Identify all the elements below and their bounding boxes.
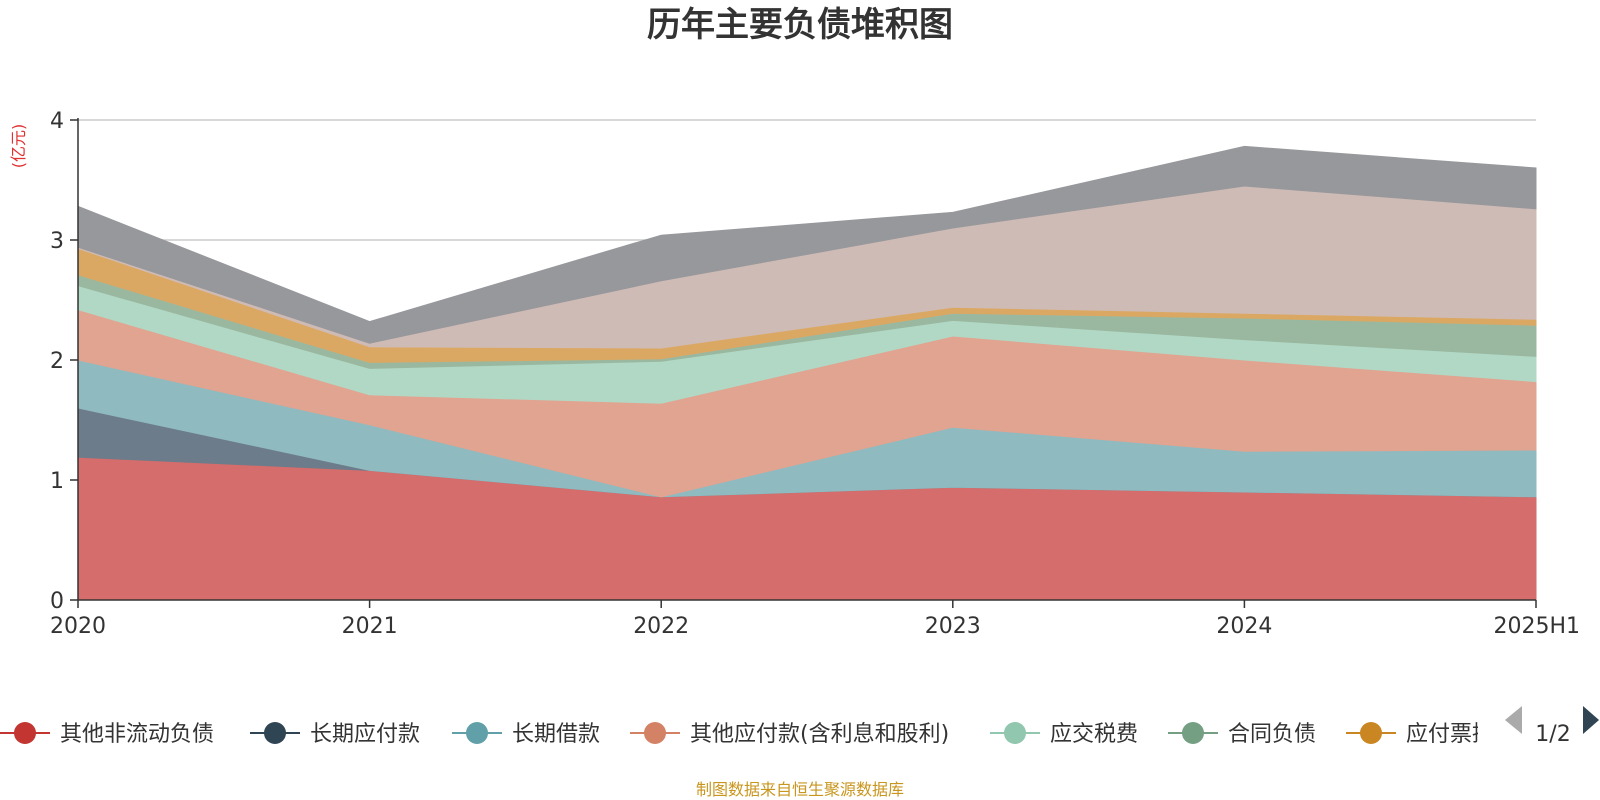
legend-item[interactable]: 合同负债 [1168,722,1316,747]
legend-item[interactable]: 长期借款 [452,722,600,747]
legend-label: 其他应付款(含利息和股利) [690,722,949,747]
legend-label: 合同负债 [1228,722,1316,747]
legend-item[interactable]: 应交税费 [990,722,1138,747]
legend-item[interactable]: 长期应付款 [250,722,420,747]
y-tick-label: 0 [50,589,64,614]
legend-item[interactable]: 其他非流动负债 [0,722,214,747]
x-tick-label: 2022 [633,614,689,639]
y-tick-label: 1 [50,469,64,494]
y-axis-unit: (亿元) [9,124,28,169]
legend-marker-icon [14,722,36,744]
legend-marker-icon [466,722,488,744]
y-tick-labels: 0 1 2 3 4 [50,109,64,614]
x-tick-label: 2023 [925,614,981,639]
legend-marker-icon [1182,722,1204,744]
x-tick-label: 2024 [1216,614,1272,639]
data-source-note: 制图数据来自恒生聚源数据库 [696,780,904,799]
chart-title: 历年主要负债堆积图 [647,5,953,45]
axes [70,118,1537,608]
legend-item[interactable]: 应付票据 [1346,722,1494,747]
legend-item[interactable]: 其他应付款(含利息和股利) [630,722,949,747]
legend-page-indicator: 1/2 [1535,722,1570,747]
y-tick-label: 3 [50,229,64,254]
x-tick-labels: 2020 2021 2022 2023 2024 2025H1 [50,614,1580,639]
area-series-8[interactable] [77,145,1537,344]
legend-label: 长期应付款 [310,722,420,747]
area-series-group [77,145,1537,601]
legend-next-page-icon[interactable] [1583,706,1599,734]
legend-label: 应付票据 [1406,722,1494,747]
legend-label: 长期借款 [512,722,600,747]
legend: 其他非流动负债 长期应付款 长期借款 其他应付款(含利息和股利) 应交税费 合同负债 应付票… [0,706,1599,747]
x-tick-label: 2021 [342,614,398,639]
legend-marker-icon [1004,722,1026,744]
x-tick-label: 2020 [50,614,106,639]
legend-label: 应交税费 [1050,722,1138,747]
legend-marker-icon [264,722,286,744]
legend-marker-icon [644,722,666,744]
y-tick-label: 4 [50,109,64,134]
legend-marker-icon [1360,722,1382,744]
x-tick-label: 2025H1 [1493,614,1580,639]
y-tick-label: 2 [50,349,64,374]
legend-prev-page-icon[interactable] [1505,706,1522,734]
legend-label: 其他非流动负债 [60,722,214,747]
